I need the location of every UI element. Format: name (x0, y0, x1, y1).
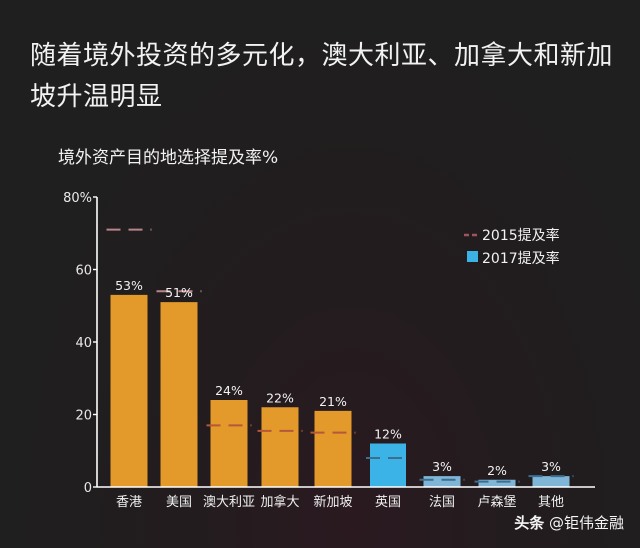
legend-2017-label: 2017提及率 (482, 250, 560, 267)
value-label: 21% (319, 394, 347, 409)
legend-2017-swatch-icon (467, 251, 478, 262)
category-label: 香港 (116, 495, 142, 510)
markers-2015-group (106, 228, 574, 483)
value-label: 24% (215, 383, 243, 398)
bar-2017 (370, 443, 406, 487)
category-label: 加拿大 (260, 494, 299, 510)
bar-2017 (210, 400, 248, 487)
y-tick-label: 60 (75, 264, 92, 279)
legend: 2015提及率 2017提及率 (464, 227, 560, 267)
y-tick-label: 80% (63, 191, 92, 206)
category-label: 卢森堡 (477, 494, 516, 510)
value-label: 12% (374, 427, 402, 442)
value-label: 53% (115, 278, 143, 293)
category-label: 法国 (429, 495, 455, 510)
y-ticks-group: 0 20 40 60 80% (63, 191, 97, 496)
category-label: 美国 (166, 495, 192, 510)
y-tick-label: 20 (75, 409, 92, 424)
bar-2017 (160, 302, 198, 487)
y-tick-label: 40 (75, 336, 92, 351)
chart-subtitle: 境外资产目的地选择提及率% (58, 148, 279, 168)
value-label: 3% (541, 459, 561, 474)
bar-2017 (532, 476, 570, 487)
bar-2017 (478, 479, 516, 487)
category-label: 英国 (375, 495, 401, 510)
value-labels-group: 53% 51% 24% 22% 21% 12% 3% 2% 3% (115, 278, 561, 478)
legend-2015-label: 2015提及率 (482, 227, 560, 244)
value-label: 2% (487, 463, 507, 478)
watermark-brand: 头条 (514, 514, 545, 532)
page-title: 随着境外投资的多元化，澳大利亚、加拿大和新加坡升温明显 (30, 41, 614, 112)
bars-group (110, 294, 570, 487)
watermark-handle: @钜伟金融 (548, 514, 624, 532)
y-tick-label: 0 (84, 481, 92, 496)
bar-2017 (423, 476, 461, 487)
value-label: 3% (432, 459, 452, 474)
category-labels-group: 香港 美国 澳大利亚 加拿大 新加坡 英国 法国 卢森堡 其他 (116, 494, 564, 510)
bar-2017 (261, 407, 299, 487)
category-label: 其他 (538, 495, 564, 510)
category-label: 澳大利亚 (203, 494, 255, 510)
bar-2017 (314, 410, 352, 487)
value-label: 22% (266, 390, 294, 405)
watermark: 头条 @钜伟金融 (514, 512, 624, 533)
bar-2017 (110, 294, 148, 487)
category-label: 新加坡 (313, 494, 352, 510)
value-label: 51% (165, 285, 193, 300)
